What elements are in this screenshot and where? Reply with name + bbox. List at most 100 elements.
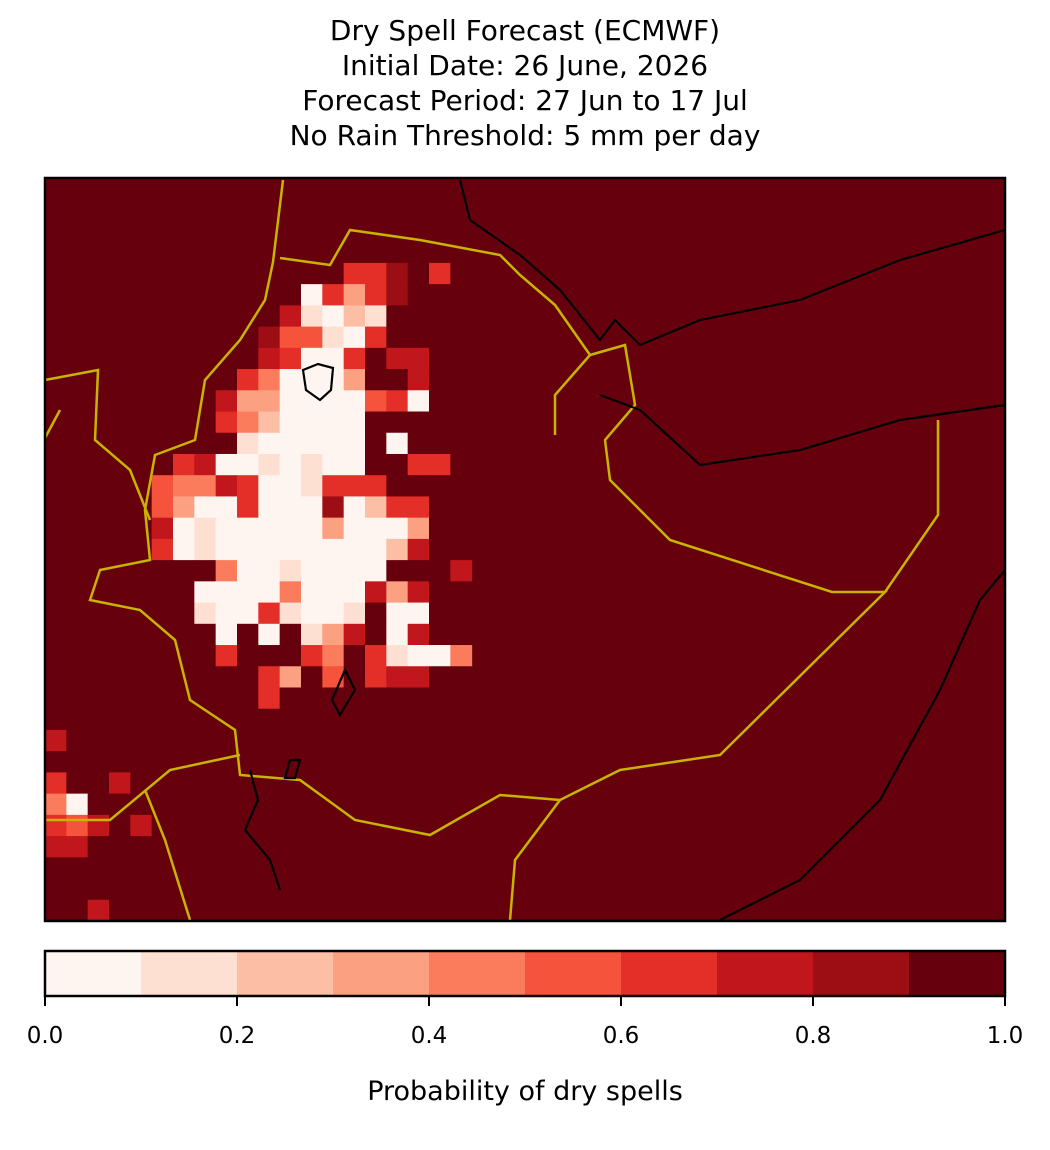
grid-cell <box>450 899 473 922</box>
grid-cell <box>66 772 89 795</box>
grid-cell <box>322 772 345 795</box>
grid-cell <box>429 581 451 604</box>
grid-cell <box>87 178 110 200</box>
grid-cell <box>365 220 387 243</box>
grid-cell <box>45 199 67 221</box>
border-line <box>508 354 940 921</box>
grid-cell <box>151 369 174 391</box>
grid-cell <box>45 241 67 264</box>
grid-cell <box>151 751 174 773</box>
grid-cell <box>343 284 366 306</box>
grid-cell <box>109 836 131 858</box>
grid-cell <box>429 241 451 264</box>
grid-cell <box>429 772 451 795</box>
grid-cell <box>386 581 409 604</box>
grid-cell <box>194 178 217 200</box>
grid-cell <box>386 475 409 497</box>
grid-cell <box>237 199 259 221</box>
grid-cell <box>87 772 110 795</box>
grid-cell <box>279 899 302 922</box>
grid-cell <box>130 517 153 540</box>
grid-cell <box>429 623 451 646</box>
grid-cell <box>407 496 430 519</box>
grid-cell <box>45 390 67 413</box>
grid-cell <box>322 623 345 646</box>
grid-cell <box>130 623 153 646</box>
grid-cell <box>429 262 451 285</box>
grid-cell <box>215 538 238 561</box>
grid-cell <box>343 390 366 413</box>
grid-cell <box>109 305 131 328</box>
grid-cell <box>258 878 281 901</box>
grid-cell <box>365 623 387 646</box>
grid-cell <box>45 581 67 604</box>
grid-cell <box>173 305 195 328</box>
grid-cell <box>215 178 238 200</box>
grid-cell <box>322 814 345 837</box>
grid-cell <box>151 687 174 710</box>
grid-cell <box>429 836 451 858</box>
grid-cell <box>194 793 217 816</box>
border-line <box>43 368 152 521</box>
grid-cell <box>45 262 67 285</box>
grid-cell <box>343 623 366 646</box>
grid-cell <box>386 538 409 561</box>
grid-cell <box>66 199 89 221</box>
grid-cell <box>45 538 67 561</box>
grid-cell <box>66 305 89 328</box>
grid-cell <box>66 178 89 200</box>
grid-cell <box>365 729 387 752</box>
grid-cell <box>237 347 259 370</box>
colorbar-bin <box>237 951 333 996</box>
grid-cell <box>45 496 67 519</box>
grid-cell <box>130 729 153 752</box>
grid-cell <box>386 836 409 858</box>
grid-cell <box>322 411 345 434</box>
grid-cell <box>194 199 217 221</box>
grid-cell <box>173 602 195 625</box>
grid-cell <box>151 581 174 604</box>
grid-cell <box>343 199 366 221</box>
grid-cell <box>450 453 473 476</box>
grid-cell <box>343 453 366 476</box>
grid-cell <box>407 284 430 306</box>
grid-cell <box>365 241 387 264</box>
grid-cell <box>429 666 451 688</box>
grid-cell <box>258 836 281 858</box>
grid-cell <box>109 729 131 752</box>
grid-cell <box>66 645 89 667</box>
grid-cell <box>66 729 89 752</box>
grid-cell <box>429 199 451 221</box>
grid-cell <box>194 496 217 519</box>
grid-cell <box>45 326 67 349</box>
tick-label: 0.4 <box>411 1023 448 1049</box>
grid-cell <box>322 305 345 328</box>
grid-cell <box>215 878 238 901</box>
grid-cell <box>66 878 89 901</box>
grid-cell <box>109 369 131 391</box>
grid-cell <box>45 453 67 476</box>
grid-cell <box>258 602 281 625</box>
grid-cell <box>237 687 259 710</box>
grid-cell <box>194 262 217 285</box>
grid-cell <box>237 178 259 200</box>
grid-cell <box>429 411 451 434</box>
tick-label: 1.0 <box>987 1023 1024 1049</box>
grid-cell <box>343 241 366 264</box>
grid-cell <box>215 284 238 306</box>
grid-cell <box>237 729 259 752</box>
grid-cell <box>279 432 302 455</box>
grid-cell <box>365 305 387 328</box>
grid-cell <box>215 602 238 625</box>
grid-cell <box>237 602 259 625</box>
grid-cell <box>429 220 451 243</box>
grid-cell <box>386 899 409 922</box>
grid-cell <box>66 666 89 688</box>
grid-cell <box>109 453 131 476</box>
grid-cell <box>450 666 473 688</box>
grid-cell <box>130 857 153 880</box>
grid-cell <box>87 453 110 476</box>
grid-cell <box>386 729 409 752</box>
grid-cell <box>279 262 302 285</box>
